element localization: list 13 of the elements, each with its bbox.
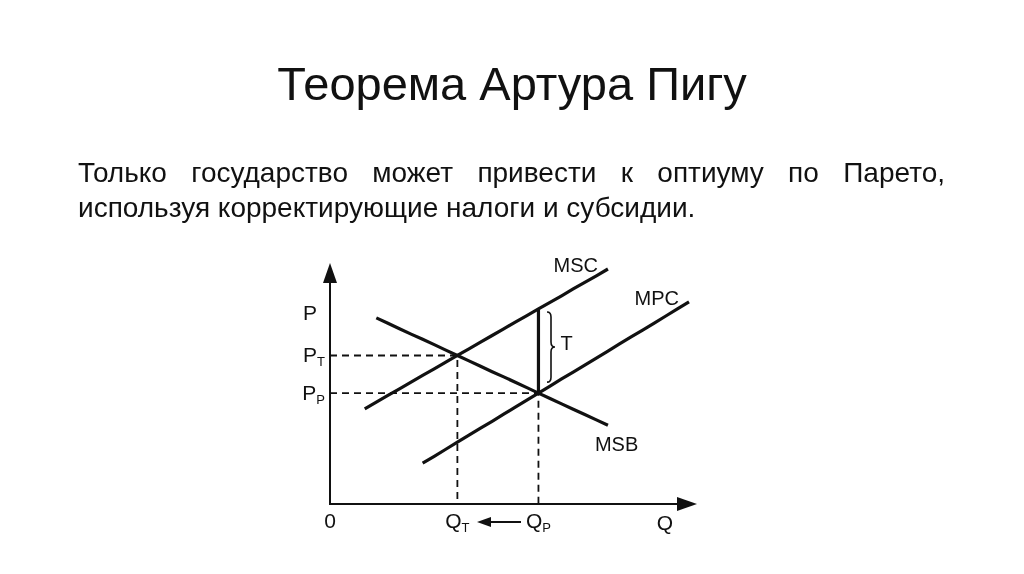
y-axis-title: P	[302, 300, 317, 326]
series-label: MSC	[553, 253, 598, 277]
x-axis-title: Q	[656, 510, 674, 536]
annotation: P$_{T}$	[303, 342, 325, 370]
series-label: MSB	[594, 432, 639, 457]
x-tick-label: Q$_{T}$	[445, 508, 470, 535]
x-tick-label: Q$_{P}$	[525, 508, 551, 535]
chart-title: Теорема Артура Пигу	[276, 57, 748, 111]
annotation: T	[560, 330, 573, 355]
x-tick-label: 0	[324, 508, 336, 534]
chart-subtitle: Только государство может привести к оптиуму по Парето, используя корректирующие налоги и субсидии.	[78, 156, 945, 225]
annotation: P$_{P}$	[302, 380, 325, 407]
series-label: MPC	[634, 285, 679, 310]
